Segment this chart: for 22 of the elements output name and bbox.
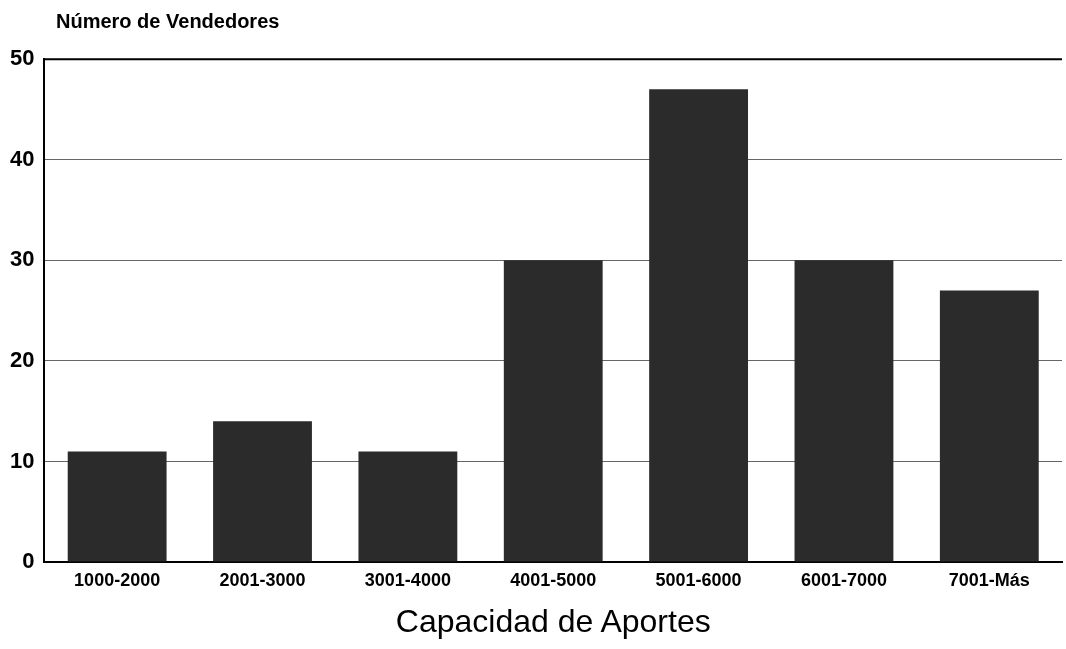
y-axis-title: Número de Vendedores — [56, 10, 280, 33]
x-axis-title: Capacidad de Aportes — [395, 602, 711, 639]
y-tick-label: 10 — [9, 447, 35, 473]
x-tick-label: 1000-2000 — [74, 569, 161, 590]
y-tick-label: 0 — [22, 548, 35, 574]
x-tick-label: 7001-Más — [948, 569, 1030, 590]
bar — [67, 451, 167, 562]
bar — [213, 421, 312, 562]
x-tick-label: 6001-7000 — [800, 569, 887, 590]
x-tick-label: 4001-5000 — [510, 569, 597, 590]
bar — [358, 451, 458, 562]
x-tick-label: 3001-4000 — [364, 569, 451, 590]
y-tick-label: 50 — [9, 45, 35, 71]
x-tick-label: 5001-6000 — [655, 569, 742, 590]
bar — [794, 260, 894, 562]
y-tick-label: 30 — [9, 246, 35, 272]
y-tick-label: 40 — [9, 145, 35, 171]
x-tick-label: 2001-3000 — [219, 569, 306, 590]
y-tick-label: 20 — [9, 346, 35, 372]
bar — [503, 260, 603, 562]
bar — [939, 290, 1039, 562]
bar — [649, 89, 749, 562]
